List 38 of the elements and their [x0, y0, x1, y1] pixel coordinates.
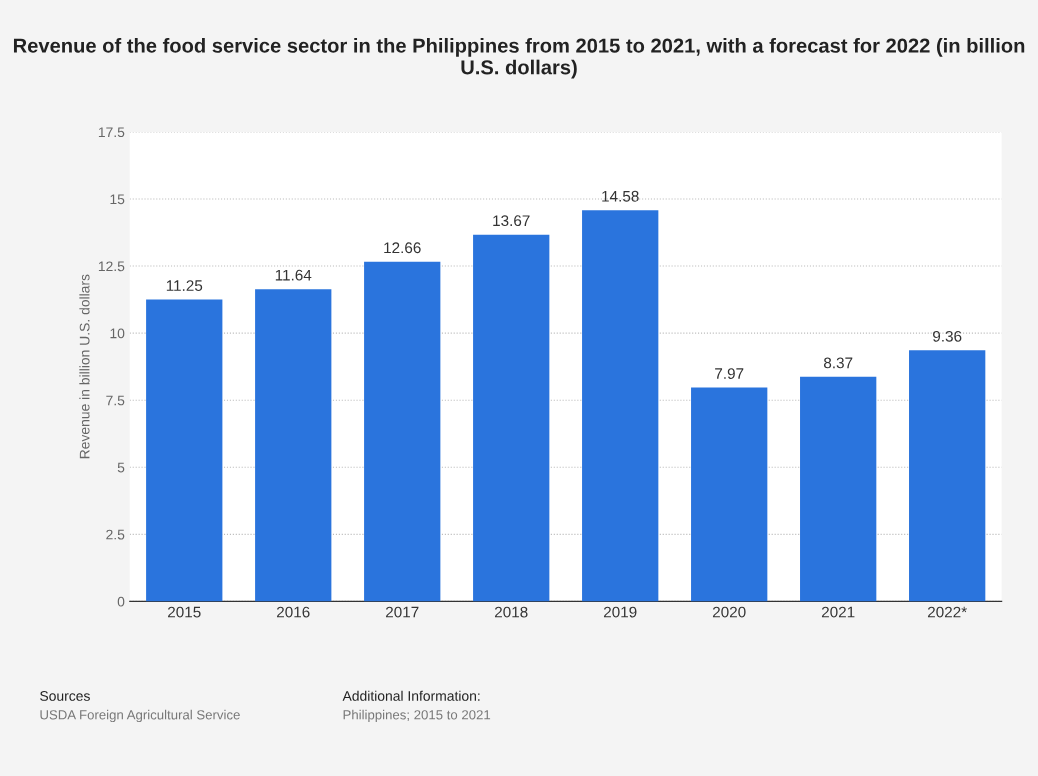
x-tick-label: 2021	[821, 606, 855, 618]
bar	[473, 234, 550, 602]
data-label: 12.66	[384, 242, 421, 254]
data-label: 11.64	[275, 269, 312, 281]
x-tick-label: 2020	[712, 606, 746, 618]
data-label: 9.36	[933, 330, 962, 342]
chart-title: Revenue of the food service sector in the Philippines from 2015 to 2021, with a forecast for 2022 (in billion U.S. dollars)	[13, 37, 1025, 79]
x-tick-label: 2019	[603, 606, 637, 618]
y-tick-label: 5	[117, 462, 125, 473]
x-tick-label: 2017	[386, 606, 419, 618]
y-tick-label: 7.5	[106, 395, 125, 406]
y-tick-label: 12.5	[98, 261, 125, 272]
x-tick-label: 2022*	[927, 606, 967, 618]
y-tick-label: 17.5	[98, 127, 125, 138]
y-tick-label: 10	[110, 328, 125, 339]
bar	[582, 210, 659, 602]
data-label: 7.97	[715, 368, 744, 380]
text: Additional Information:	[342, 690, 480, 701]
data-label: 11.25	[166, 280, 203, 292]
x-tick-label: 2015	[168, 606, 201, 618]
bar	[255, 289, 332, 602]
x-tick-label: 2018	[494, 606, 528, 618]
text: Philippines; 2015 to 2021	[343, 709, 491, 723]
data-label: 14.58	[602, 190, 639, 202]
bar	[364, 261, 441, 602]
bar	[800, 376, 877, 602]
x-tick-label: 2016	[277, 606, 310, 618]
bar	[909, 350, 986, 602]
y-tick-label: 0	[117, 596, 125, 607]
text: Sources	[40, 691, 90, 701]
bar	[146, 299, 223, 602]
y-axis-title: Revenue in billion U.S. dollars	[79, 274, 90, 459]
text: USDA Foreign Agricultural Service	[40, 709, 240, 723]
data-label: 13.67	[493, 215, 530, 227]
y-tick-label: 2.5	[106, 529, 125, 540]
bar	[691, 387, 768, 602]
data-label: 8.37	[823, 357, 853, 369]
y-tick-label: 15	[110, 194, 125, 205]
